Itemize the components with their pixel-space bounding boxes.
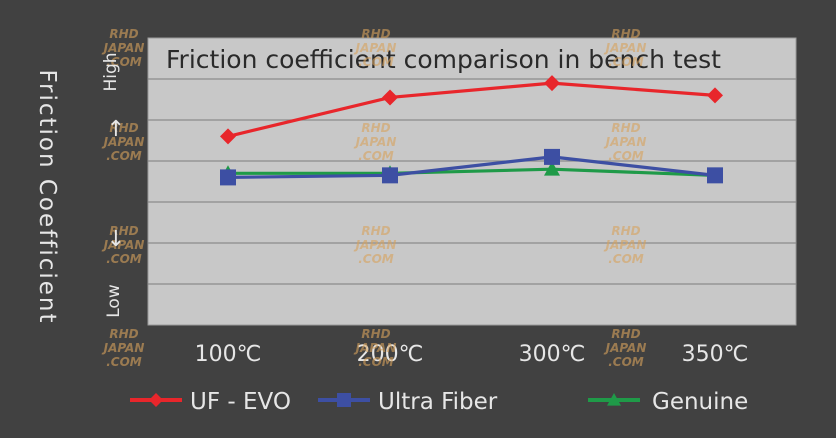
data-point-diamond: [220, 128, 236, 145]
arrow-up-icon: ↑: [106, 117, 126, 142]
x-tick-label: 350℃: [682, 342, 749, 367]
watermark-text: JAPAN: [604, 341, 647, 355]
data-point-triangle: [544, 161, 560, 176]
watermark-text: RHD: [109, 327, 138, 341]
x-tick-label: 100℃: [195, 342, 262, 367]
watermark-text: RHD: [109, 224, 138, 238]
watermark-text: JAPAN: [604, 238, 647, 252]
watermark-text: RHD: [361, 27, 390, 41]
y-low-label: Low: [104, 284, 124, 318]
watermark-text: RHD: [361, 224, 390, 238]
watermark-text: JAPAN: [604, 41, 647, 55]
watermark-text: RHD: [109, 27, 138, 41]
series-line-square: [227, 155, 716, 179]
plot-area: [147, 37, 797, 326]
y-axis-label: Friction Coefficient: [34, 69, 60, 325]
legend-marker-diamond: [149, 393, 163, 407]
watermark-text: .COM: [106, 55, 142, 69]
watermark-text: RHD: [109, 121, 138, 135]
watermark-text: .COM: [358, 149, 394, 163]
data-point-square: [707, 167, 723, 184]
legend-marker-square: [337, 393, 351, 407]
watermark-text: RHD: [361, 121, 390, 135]
watermark-text: RHD: [611, 121, 640, 135]
legend-label: Genuine: [652, 389, 748, 415]
watermark-text: .COM: [608, 252, 644, 266]
watermark-text: .COM: [608, 149, 644, 163]
watermark-text: JAPAN: [354, 341, 397, 355]
data-point-diamond: [382, 89, 398, 106]
x-tick-label: 300℃: [519, 342, 586, 367]
data-point-square: [382, 167, 398, 184]
watermark-text: .COM: [358, 252, 394, 266]
watermark-text: JAPAN: [102, 41, 145, 55]
watermark-text: .COM: [608, 55, 644, 69]
watermark-text: JAPAN: [354, 41, 397, 55]
x-tick-label: 200℃: [357, 342, 424, 367]
watermark-text: RHD: [611, 224, 640, 238]
watermark-text: JAPAN: [604, 135, 647, 149]
watermark-text: .COM: [106, 355, 142, 369]
watermark-text: JAPAN: [102, 341, 145, 355]
data-point-diamond: [707, 87, 723, 104]
watermark-text: RHD: [611, 27, 640, 41]
watermark-text: .COM: [106, 252, 142, 266]
watermark-text: JAPAN: [354, 238, 397, 252]
arrow-down-icon: ↓: [106, 227, 126, 252]
watermark-text: .COM: [106, 149, 142, 163]
watermark-text: RHD: [611, 327, 640, 341]
watermark-text: JAPAN: [102, 135, 145, 149]
watermark-text: .COM: [608, 355, 644, 369]
watermark-text: .COM: [358, 355, 394, 369]
chart-title: Friction coefficient comparison in bench…: [166, 45, 721, 74]
watermark-text: RHD: [361, 327, 390, 341]
series-line-triangle: [228, 167, 716, 177]
legend-label: UF - EVO: [190, 389, 291, 415]
watermark-text: .COM: [358, 55, 394, 69]
watermark-text: JAPAN: [354, 135, 397, 149]
data-point-square: [544, 148, 560, 165]
data-point-diamond: [544, 75, 560, 92]
legend-label: Ultra Fiber: [378, 389, 498, 415]
y-high-label: High: [101, 52, 121, 92]
data-point-square: [220, 169, 236, 186]
legend-marker-triangle: [607, 393, 621, 406]
series-line-diamond: [227, 81, 716, 138]
watermark-text: JAPAN: [102, 238, 145, 252]
